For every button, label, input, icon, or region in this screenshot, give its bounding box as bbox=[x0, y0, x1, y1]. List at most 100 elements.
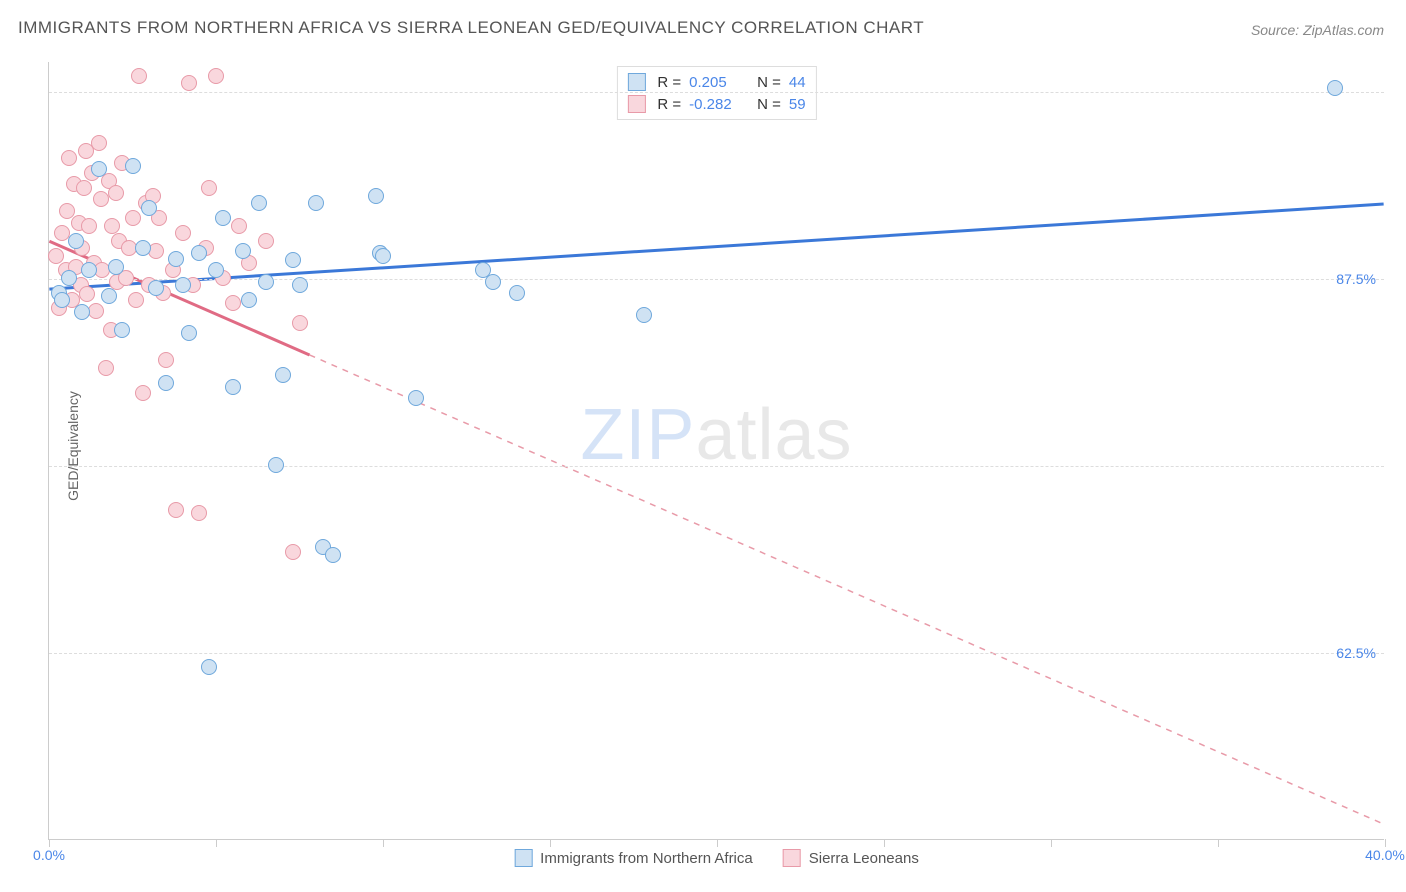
scatter-point-blue bbox=[135, 240, 151, 256]
scatter-point-pink bbox=[48, 248, 64, 264]
scatter-point-blue bbox=[509, 285, 525, 301]
scatter-point-pink bbox=[98, 360, 114, 376]
y-tick-label: 87.5% bbox=[1336, 271, 1376, 287]
scatter-point-pink bbox=[258, 233, 274, 249]
scatter-point-blue bbox=[368, 188, 384, 204]
n-value-blue: 44 bbox=[789, 74, 806, 91]
x-tick bbox=[884, 839, 885, 847]
bottom-legend: Immigrants from Northern Africa Sierra L… bbox=[514, 849, 919, 867]
x-tick bbox=[1385, 839, 1386, 847]
legend-item-blue: Immigrants from Northern Africa bbox=[514, 849, 753, 867]
scatter-point-blue bbox=[191, 245, 207, 261]
scatter-point-pink bbox=[131, 68, 147, 84]
scatter-point-pink bbox=[181, 75, 197, 91]
scatter-point-pink bbox=[208, 68, 224, 84]
scatter-point-blue bbox=[241, 292, 257, 308]
scatter-point-pink bbox=[225, 295, 241, 311]
scatter-point-blue bbox=[108, 259, 124, 275]
scatter-point-pink bbox=[93, 191, 109, 207]
x-tick bbox=[216, 839, 217, 847]
scatter-point-blue bbox=[61, 270, 77, 286]
x-tick bbox=[717, 839, 718, 847]
n-label: N = bbox=[757, 96, 781, 113]
trend-line-extrapolated-pink bbox=[310, 355, 1384, 824]
scatter-point-pink bbox=[81, 218, 97, 234]
scatter-point-blue bbox=[251, 195, 267, 211]
scatter-point-blue bbox=[225, 379, 241, 395]
legend-item-pink: Sierra Leoneans bbox=[783, 849, 919, 867]
swatch-pink bbox=[627, 95, 645, 113]
scatter-point-pink bbox=[231, 218, 247, 234]
scatter-point-blue bbox=[114, 322, 130, 338]
scatter-point-blue bbox=[91, 161, 107, 177]
scatter-point-blue bbox=[308, 195, 324, 211]
scatter-point-blue bbox=[275, 367, 291, 383]
source-attribution: Source: ZipAtlas.com bbox=[1251, 22, 1384, 38]
scatter-point-blue bbox=[375, 248, 391, 264]
scatter-point-pink bbox=[128, 292, 144, 308]
stats-legend-box: R = 0.205 N = 44 R = -0.282 N = 59 bbox=[616, 66, 816, 120]
scatter-point-blue bbox=[141, 200, 157, 216]
scatter-point-blue bbox=[408, 390, 424, 406]
scatter-point-blue bbox=[325, 547, 341, 563]
gridline bbox=[49, 279, 1384, 280]
scatter-point-blue bbox=[175, 277, 191, 293]
scatter-point-blue bbox=[125, 158, 141, 174]
legend-label-blue: Immigrants from Northern Africa bbox=[540, 850, 753, 867]
r-value-blue: 0.205 bbox=[689, 74, 745, 91]
scatter-point-pink bbox=[285, 544, 301, 560]
r-value-pink: -0.282 bbox=[689, 96, 745, 113]
n-label: N = bbox=[757, 74, 781, 91]
scatter-point-blue bbox=[148, 280, 164, 296]
scatter-point-pink bbox=[76, 180, 92, 196]
correlation-chart: IMMIGRANTS FROM NORTHERN AFRICA VS SIERR… bbox=[0, 0, 1406, 892]
x-tick-label: 0.0% bbox=[33, 847, 65, 863]
trend-lines bbox=[49, 62, 1384, 839]
scatter-point-blue bbox=[168, 251, 184, 267]
gridline bbox=[49, 653, 1384, 654]
scatter-point-blue bbox=[201, 659, 217, 675]
x-tick bbox=[383, 839, 384, 847]
scatter-point-blue bbox=[1327, 80, 1343, 96]
scatter-point-pink bbox=[125, 210, 141, 226]
scatter-point-blue bbox=[68, 233, 84, 249]
scatter-point-blue bbox=[235, 243, 251, 259]
scatter-point-blue bbox=[285, 252, 301, 268]
scatter-point-pink bbox=[79, 286, 95, 302]
scatter-point-pink bbox=[104, 218, 120, 234]
swatch-pink bbox=[783, 849, 801, 867]
scatter-point-blue bbox=[74, 304, 90, 320]
r-label: R = bbox=[657, 96, 681, 113]
x-tick bbox=[49, 839, 50, 847]
scatter-point-blue bbox=[485, 274, 501, 290]
scatter-point-blue bbox=[258, 274, 274, 290]
chart-title: IMMIGRANTS FROM NORTHERN AFRICA VS SIERR… bbox=[18, 18, 924, 38]
scatter-point-blue bbox=[181, 325, 197, 341]
scatter-point-pink bbox=[61, 150, 77, 166]
stats-row-pink: R = -0.282 N = 59 bbox=[627, 93, 805, 115]
r-label: R = bbox=[657, 74, 681, 91]
scatter-point-pink bbox=[175, 225, 191, 241]
scatter-point-pink bbox=[201, 180, 217, 196]
scatter-point-pink bbox=[108, 185, 124, 201]
stats-row-blue: R = 0.205 N = 44 bbox=[627, 71, 805, 93]
scatter-point-pink bbox=[168, 502, 184, 518]
swatch-blue bbox=[514, 849, 532, 867]
scatter-point-pink bbox=[135, 385, 151, 401]
scatter-point-pink bbox=[91, 135, 107, 151]
scatter-point-blue bbox=[268, 457, 284, 473]
scatter-point-blue bbox=[215, 210, 231, 226]
n-value-pink: 59 bbox=[789, 96, 806, 113]
x-tick bbox=[1051, 839, 1052, 847]
scatter-point-blue bbox=[101, 288, 117, 304]
gridline bbox=[49, 466, 1384, 467]
scatter-point-blue bbox=[636, 307, 652, 323]
x-tick bbox=[550, 839, 551, 847]
scatter-point-blue bbox=[158, 375, 174, 391]
scatter-point-blue bbox=[81, 262, 97, 278]
scatter-point-pink bbox=[292, 315, 308, 331]
y-tick-label: 62.5% bbox=[1336, 645, 1376, 661]
x-tick bbox=[1218, 839, 1219, 847]
x-tick-label: 40.0% bbox=[1365, 847, 1405, 863]
legend-label-pink: Sierra Leoneans bbox=[809, 850, 919, 867]
